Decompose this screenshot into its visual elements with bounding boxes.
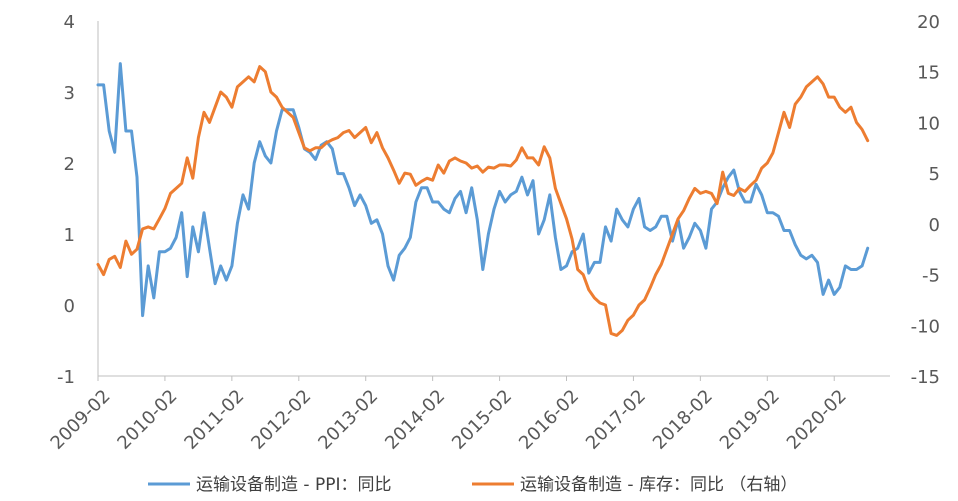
x-tick-label: 2014-02 <box>381 386 449 454</box>
left-y-tick-label: -1 <box>57 367 75 388</box>
left-y-tick-label: 0 <box>64 296 75 317</box>
series-line-inventory <box>96 65 870 337</box>
x-axis-ticks: 2009-022010-022011-022012-022013-022014-… <box>47 376 851 454</box>
x-tick-label: 2013-02 <box>314 386 382 454</box>
right-y-tick-label: 20 <box>917 12 940 33</box>
left-y-tick-label: 1 <box>64 225 75 246</box>
x-tick-label: 2016-02 <box>515 386 583 454</box>
right-y-tick-label: 5 <box>929 164 940 185</box>
x-tick-label: 2020-02 <box>783 386 851 454</box>
left-y-tick-label: 3 <box>64 83 75 104</box>
legend-label-inventory: 运输设备制造 - 库存：同比 （右轴） <box>520 475 797 495</box>
left-y-axis-ticks: 4 3 2 1 0 -1 <box>57 12 75 388</box>
legend-label-ppi: 运输设备制造 - PPI：同比 <box>196 475 391 495</box>
right-y-tick-label: -10 <box>911 316 940 337</box>
x-tick-label: 2019-02 <box>716 386 784 454</box>
x-tick-label: 2018-02 <box>649 386 717 454</box>
right-y-axis-ticks: 20 15 10 5 0 -5 -10 -15 <box>911 12 940 388</box>
x-tick-label: 2011-02 <box>180 386 248 454</box>
legend: 运输设备制造 - PPI：同比 运输设备制造 - 库存：同比 （右轴） <box>148 475 797 495</box>
right-y-tick-label: 0 <box>929 215 940 236</box>
left-y-tick-label: 2 <box>64 154 75 175</box>
left-y-tick-label: 4 <box>64 12 75 33</box>
x-tick-label: 2012-02 <box>247 386 315 454</box>
right-y-tick-label: -15 <box>911 367 940 388</box>
x-tick-label: 2009-02 <box>47 386 115 454</box>
series-lines <box>96 62 870 337</box>
right-y-tick-label: 10 <box>917 113 940 134</box>
series-line-ppi <box>96 62 870 318</box>
x-tick-label: 2015-02 <box>448 386 516 454</box>
x-tick-label: 2010-02 <box>113 386 181 454</box>
x-tick-label: 2017-02 <box>582 386 650 454</box>
axes <box>97 21 890 377</box>
right-y-tick-label: -5 <box>922 266 940 287</box>
right-y-tick-label: 15 <box>917 63 940 84</box>
